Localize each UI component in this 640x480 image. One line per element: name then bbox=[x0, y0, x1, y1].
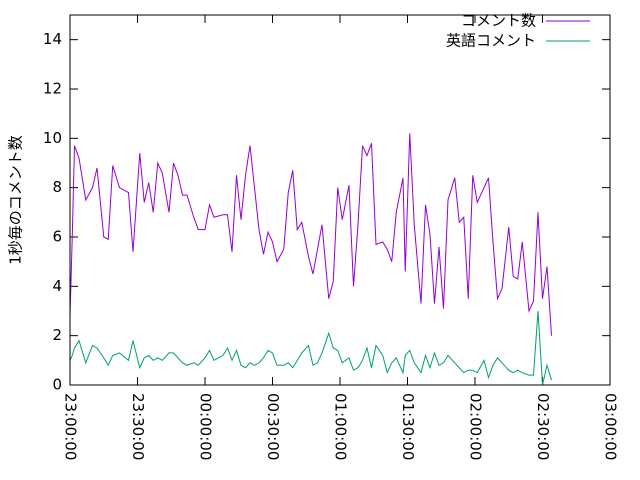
x-tick-label: 02:30:00 bbox=[534, 393, 552, 460]
x-tick-label: 01:00:00 bbox=[332, 393, 350, 460]
legend-label: コメント数 bbox=[461, 12, 536, 30]
y-tick-label: 12 bbox=[43, 80, 62, 98]
series-line bbox=[69, 310, 552, 386]
x-tick-label: 00:00:00 bbox=[197, 393, 215, 460]
x-tick-label: 23:00:00 bbox=[62, 393, 80, 460]
y-tick-label: 6 bbox=[52, 228, 62, 246]
y-tick-label: 0 bbox=[52, 376, 62, 394]
y-tick-label: 8 bbox=[52, 178, 62, 196]
x-tick-label: 00:30:00 bbox=[264, 393, 282, 460]
x-tick-label: 02:00:00 bbox=[467, 393, 485, 460]
y-tick-label: 14 bbox=[43, 30, 62, 48]
x-tick-label: 23:30:00 bbox=[129, 393, 147, 460]
y-axis-label: 1秒毎のコメント数 bbox=[7, 135, 25, 265]
legend-label: 英語コメント bbox=[446, 32, 536, 50]
x-tick-label: 03:00:00 bbox=[602, 393, 620, 460]
y-tick-label: 4 bbox=[52, 277, 62, 295]
plot-border bbox=[69, 14, 611, 386]
series-line bbox=[69, 133, 552, 336]
y-tick-label: 10 bbox=[43, 129, 62, 147]
y-tick-label: 2 bbox=[52, 326, 62, 344]
x-tick-label: 01:30:00 bbox=[399, 393, 417, 460]
